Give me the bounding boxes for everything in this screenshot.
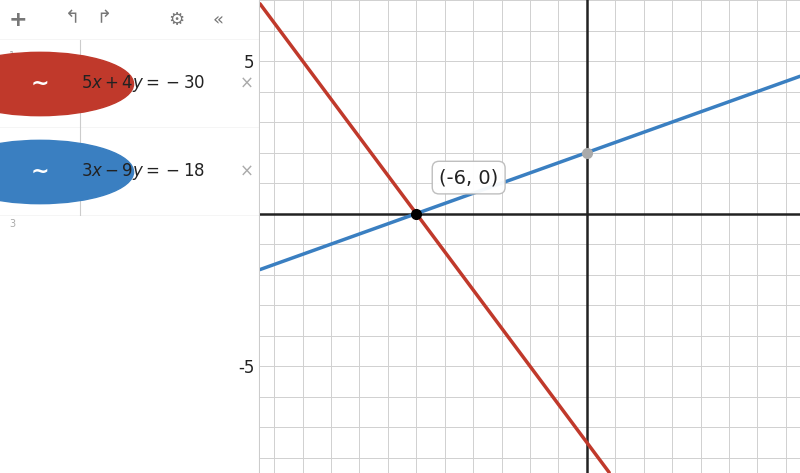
Circle shape	[0, 140, 134, 204]
Text: ×: ×	[240, 75, 254, 93]
Text: ×: ×	[240, 163, 254, 181]
Text: +: +	[9, 10, 27, 30]
Text: ↰: ↰	[66, 9, 80, 27]
Text: $5x + 4y = -30$: $5x + 4y = -30$	[81, 73, 205, 95]
Text: «: «	[213, 11, 224, 29]
Text: (-6, 0): (-6, 0)	[439, 168, 498, 187]
Circle shape	[0, 53, 134, 116]
FancyBboxPatch shape	[0, 40, 80, 128]
Text: ∼: ∼	[30, 162, 50, 182]
Text: 2: 2	[9, 139, 15, 149]
Text: 1: 1	[9, 51, 15, 61]
Text: ⚙: ⚙	[169, 11, 185, 29]
Text: ↱: ↱	[97, 9, 111, 27]
Text: ∼: ∼	[30, 74, 50, 94]
Text: 3: 3	[9, 219, 15, 228]
Text: $3x - 9y = -18$: $3x - 9y = -18$	[81, 161, 205, 183]
